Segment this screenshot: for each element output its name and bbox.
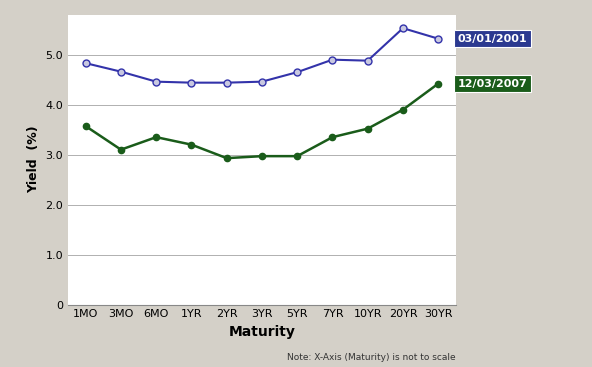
Text: Note: X-Axis (Maturity) is not to scale: Note: X-Axis (Maturity) is not to scale — [287, 353, 456, 361]
Y-axis label: Yield  (%): Yield (%) — [27, 126, 40, 193]
Text: 12/03/2007: 12/03/2007 — [458, 79, 527, 89]
Text: 03/01/2001: 03/01/2001 — [458, 34, 527, 44]
X-axis label: Maturity: Maturity — [229, 325, 295, 339]
